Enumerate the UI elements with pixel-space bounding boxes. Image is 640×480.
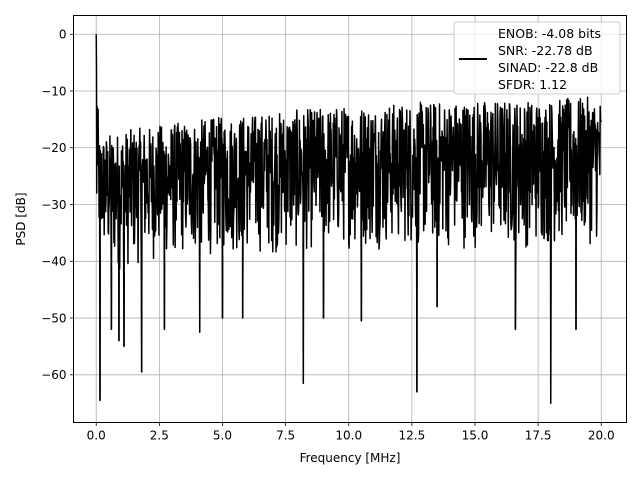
x-tick-label: 17.5 — [525, 429, 552, 443]
y-tick-label: −10 — [41, 84, 66, 98]
legend-text-enob: ENOB: -4.08 bits — [498, 26, 601, 41]
x-axis-ticks: 0.0 2.5 5.0 7.5 10.0 12.5 15.0 17.5 20.0 — [87, 422, 615, 443]
x-tick-label: 10.0 — [335, 429, 362, 443]
x-tick-label: 2.5 — [150, 429, 169, 443]
x-axis-label: Frequency [MHz] — [300, 451, 401, 465]
x-tick-label: 5.0 — [213, 429, 232, 443]
psd-series — [95, 34, 602, 404]
legend-text-sfdr: SFDR: 1.12 — [498, 77, 567, 92]
legend-text-snr: SNR: -22.78 dB — [498, 43, 593, 58]
x-tick-label: 12.5 — [399, 429, 426, 443]
y-axis-label: PSD [dB] — [14, 192, 28, 245]
y-tick-label: −40 — [41, 255, 66, 269]
y-tick-label: −50 — [41, 311, 66, 325]
plot-frame — [73, 15, 627, 423]
x-tick-label: 0.0 — [87, 429, 106, 443]
y-tick-label: −30 — [41, 198, 66, 212]
x-tick-label: 7.5 — [276, 429, 295, 443]
legend-box — [453, 21, 621, 95]
x-tick-label: 15.0 — [462, 429, 489, 443]
y-tick-label: 0 — [59, 28, 67, 42]
legend: ENOB: -4.08 bits SNR: -22.78 dB SINAD: -… — [453, 21, 621, 95]
legend-text-sinad: SINAD: -22.8 dB — [498, 60, 598, 75]
y-tick-label: −60 — [41, 368, 66, 382]
x-tick-label: 20.0 — [588, 429, 615, 443]
psd-trace-line — [95, 34, 602, 404]
y-tick-label: −20 — [41, 141, 66, 155]
y-axis-ticks: 0 −10 −20 −30 −40 −50 −60 — [41, 28, 74, 382]
